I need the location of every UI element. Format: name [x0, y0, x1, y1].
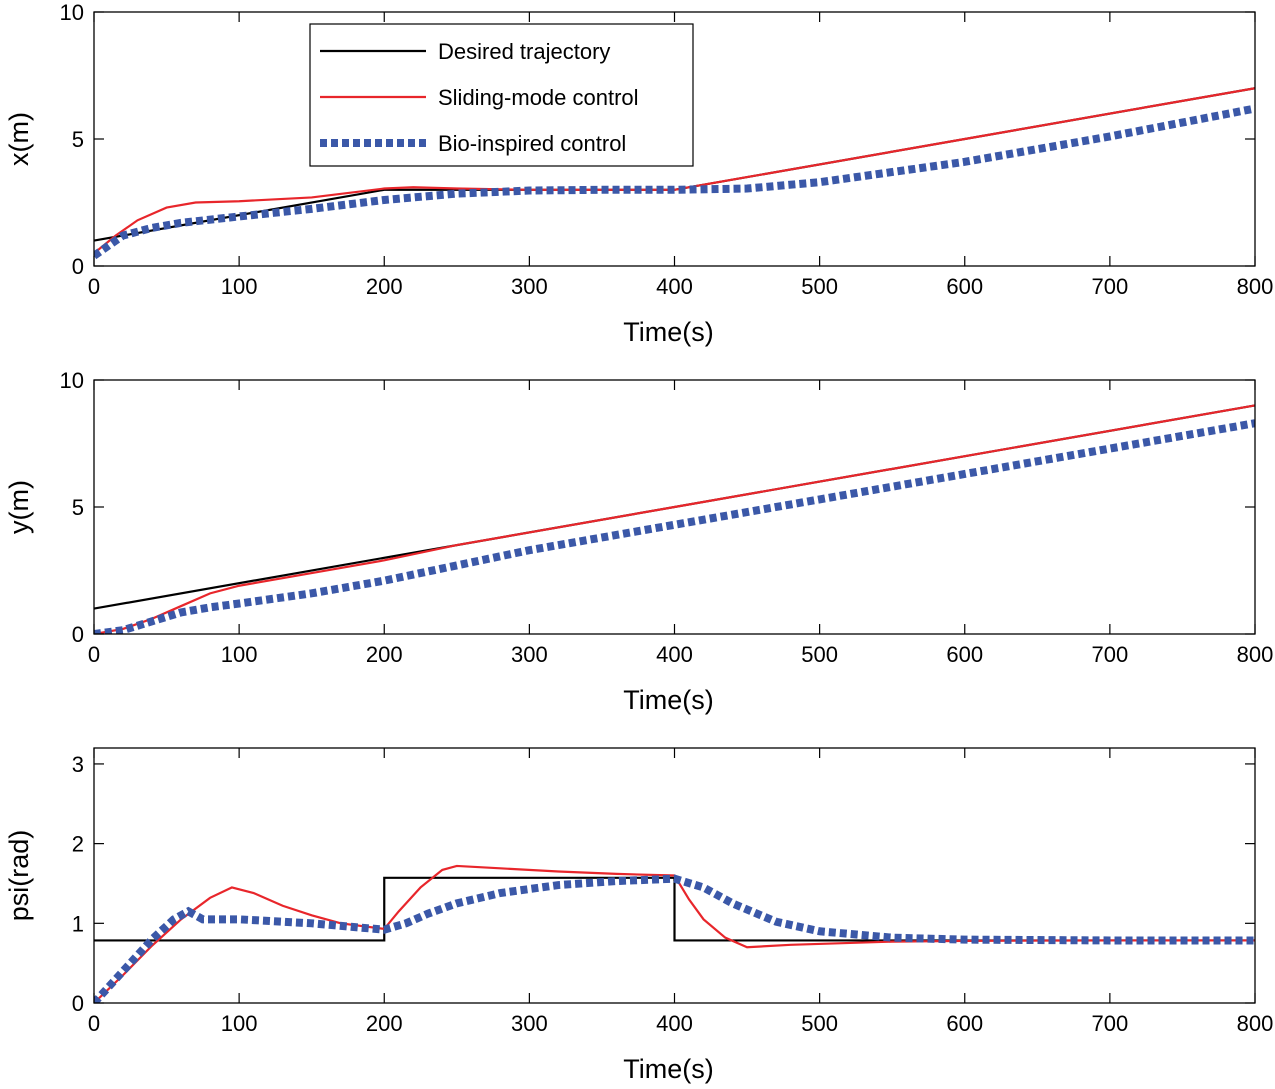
y-tick-label: 5 [72, 127, 84, 152]
y-tick-label: 0 [72, 254, 84, 279]
y-tick-label: 2 [72, 832, 84, 857]
x-axis-title: Time(s) [623, 1054, 713, 1084]
x-tick-label: 700 [1092, 1011, 1129, 1036]
x-tick-label: 800 [1237, 642, 1274, 667]
series-line-desired-trajectory [94, 876, 1255, 942]
x-tick-label: 100 [221, 642, 258, 667]
x-tick-label: 800 [1237, 274, 1274, 299]
y-axis-title: y(m) [4, 480, 34, 534]
x-tick-label: 500 [801, 274, 838, 299]
x-tick-label: 200 [366, 1011, 403, 1036]
chart-x: 0 100 200 300 400 500 600 700 800 0 5 10 Time(s) x(m)… [4, 0, 1273, 347]
x-tick-label: 400 [656, 642, 693, 667]
x-tick-label: 100 [221, 274, 258, 299]
x-tick-label: 600 [946, 642, 983, 667]
series-line-bio-inspired-control [94, 104, 1255, 260]
legend-label: Desired trajectory [438, 39, 610, 64]
x-tick-label: 300 [511, 274, 548, 299]
x-tick-label: 200 [366, 642, 403, 667]
y-tick-label: 0 [72, 991, 84, 1016]
y-tick-label: 10 [60, 0, 84, 25]
legend: Desired trajectory Sliding-mode control Bi… [309, 23, 694, 167]
x-tick-label: 800 [1237, 1011, 1274, 1036]
x-tick-label: 0 [88, 642, 100, 667]
y-tick-label: 1 [72, 911, 84, 936]
x-tick-label: 700 [1092, 274, 1129, 299]
x-axis-title: Time(s) [623, 685, 713, 715]
series-line-sliding-mode-control [94, 87, 1255, 255]
x-tick-label: 300 [511, 1011, 548, 1036]
legend-label: Bio-inspired control [438, 131, 626, 156]
x-tick-label: 0 [88, 274, 100, 299]
chart-y: 0 100 200 300 400 500 600 700 800 0 5 10 Time(s) y(m) [4, 368, 1273, 715]
chart-psi: 0 100 200 300 400 500 600 700 800 0 1 2 3 Time(s) psi(… [4, 747, 1274, 1084]
x-tick-label: 600 [946, 1011, 983, 1036]
x-tick-label: 700 [1092, 642, 1129, 667]
series-line-bio-inspired-control [94, 419, 1255, 634]
series-line-bio-inspired-control [94, 874, 1255, 1003]
y-axis-title: x(m) [4, 112, 34, 166]
x-tick-label: 200 [366, 274, 403, 299]
x-tick-label: 500 [801, 642, 838, 667]
legend-label: Sliding-mode control [438, 85, 639, 110]
y-tick-label: 0 [72, 622, 84, 647]
x-tick-label: 300 [511, 642, 548, 667]
y-tick-label: 10 [60, 368, 84, 393]
y-tick-label: 3 [72, 752, 84, 777]
x-tick-label: 100 [221, 1011, 258, 1036]
y-tick-label: 5 [72, 495, 84, 520]
x-tick-label: 400 [656, 1011, 693, 1036]
x-tick-label: 500 [801, 1011, 838, 1036]
x-tick-label: 600 [946, 274, 983, 299]
x-tick-label: 0 [88, 1011, 100, 1036]
y-axis-title: psi(rad) [4, 830, 34, 922]
series-line-sliding-mode-control [94, 864, 1255, 1003]
legend-box [309, 23, 694, 167]
x-tick-label: 400 [656, 274, 693, 299]
x-axis-title: Time(s) [623, 317, 713, 347]
